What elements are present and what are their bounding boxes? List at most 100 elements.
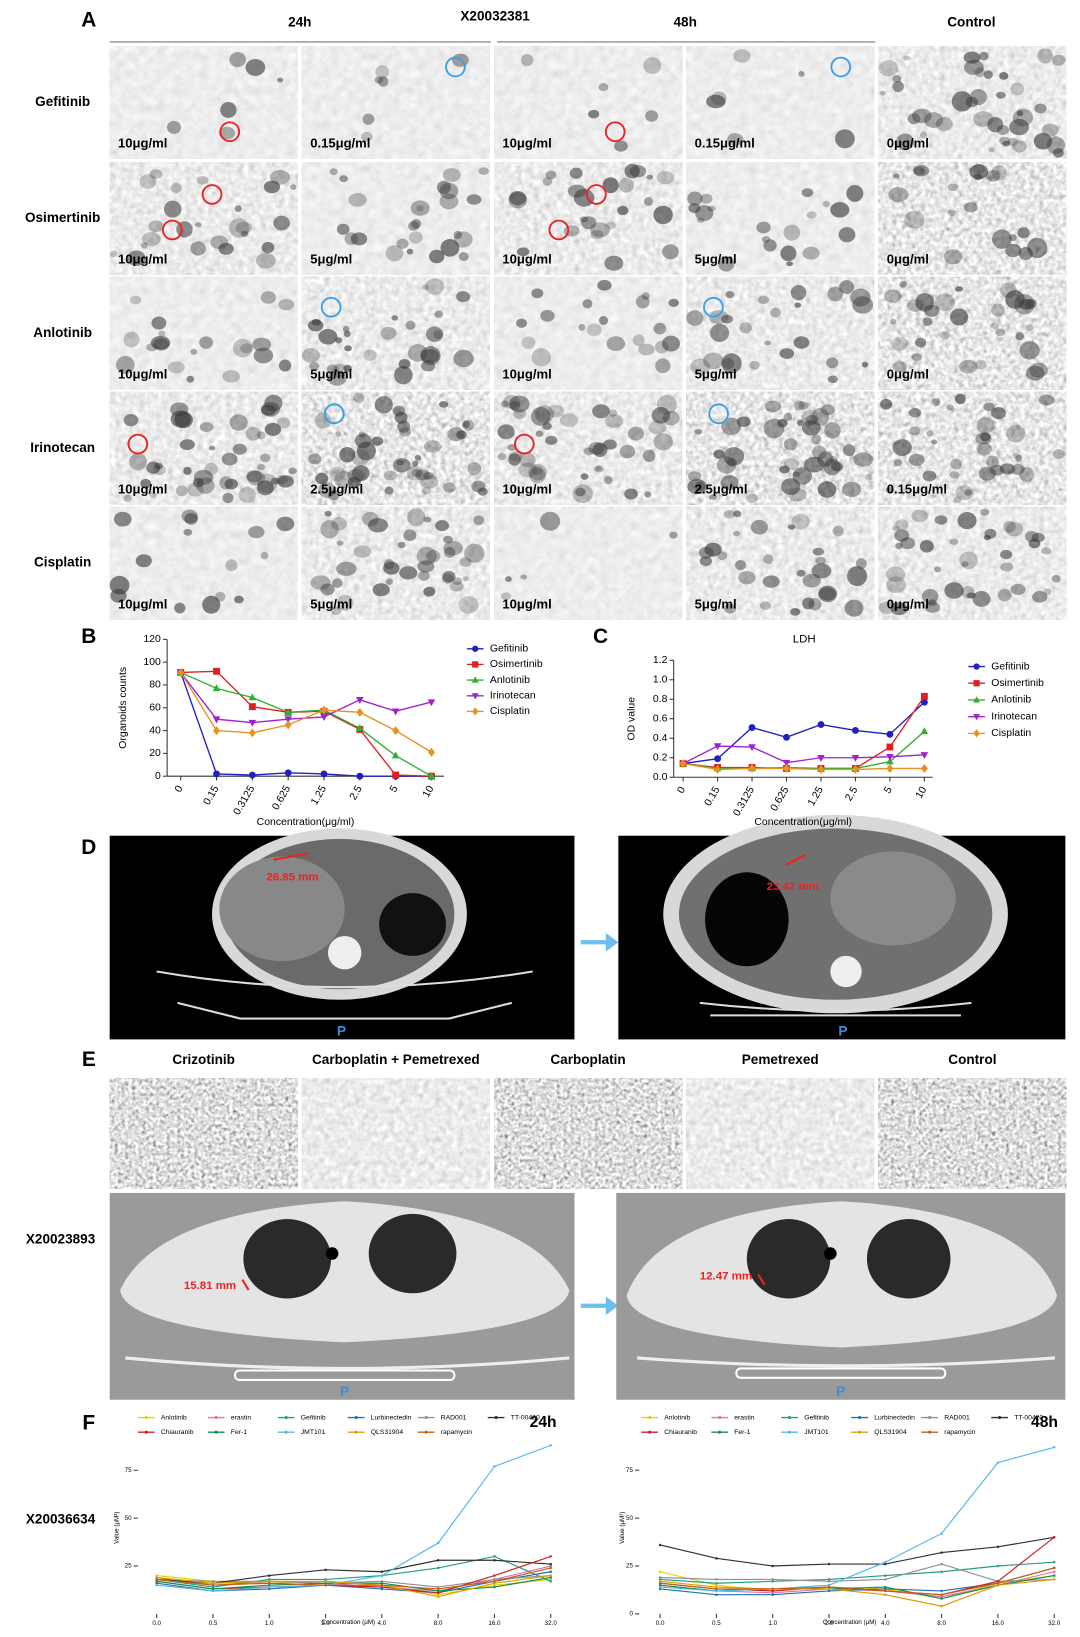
organoid [606, 221, 616, 230]
concentration-label: 2.5μg/ml [310, 481, 363, 496]
point [715, 1578, 718, 1581]
legend-label: erastin [734, 1414, 755, 1421]
micrograph [878, 46, 1067, 159]
organoid [999, 136, 1011, 145]
organoid [924, 112, 944, 128]
legend-label: rapamycin [944, 1429, 975, 1436]
micrograph [494, 46, 683, 159]
organoid [644, 491, 652, 498]
organoid [720, 475, 739, 491]
organoid [892, 361, 907, 373]
organoid [459, 557, 472, 567]
organoid [787, 524, 796, 530]
organoid [521, 53, 534, 67]
ct-spine [830, 955, 862, 988]
point [268, 1587, 271, 1591]
organoid [442, 482, 456, 493]
x-tick-label: 2.5 [348, 784, 365, 802]
organoid [996, 91, 1006, 99]
micrograph [686, 276, 875, 390]
legend-marker [648, 1415, 652, 1420]
organoid [453, 231, 473, 248]
ct-lung [746, 1219, 831, 1299]
organoid [794, 400, 805, 411]
organoid [396, 238, 409, 249]
series-line [180, 671, 432, 777]
organoid [348, 193, 367, 207]
organoid [509, 451, 523, 462]
organoid [531, 466, 543, 476]
chart-title: LDH [793, 633, 816, 645]
organoid [690, 358, 711, 376]
point [155, 1574, 158, 1577]
organoid [277, 475, 294, 488]
organoid [264, 422, 282, 436]
organoid [954, 393, 966, 405]
organoid [425, 326, 444, 342]
organoid [308, 453, 322, 465]
organoid [324, 510, 332, 517]
micrograph-texture [686, 162, 875, 275]
organoid [199, 336, 214, 349]
organoid [608, 409, 618, 418]
organoid [668, 298, 679, 307]
organoid [606, 336, 626, 352]
chart-title: 24h [530, 1414, 557, 1431]
organoid [419, 475, 439, 489]
organoid [228, 218, 250, 238]
marker [886, 730, 894, 738]
organoid [1033, 132, 1053, 150]
measure-line [757, 1273, 766, 1286]
organoid [436, 180, 451, 195]
point [827, 1580, 831, 1583]
point [380, 1581, 384, 1585]
point [715, 1583, 718, 1587]
point [493, 1585, 496, 1589]
organoid [196, 477, 215, 494]
organoid [421, 487, 432, 495]
point [155, 1578, 158, 1581]
organoid [329, 466, 346, 482]
organoid [1051, 574, 1061, 583]
point [380, 1585, 384, 1589]
organoid [820, 404, 835, 416]
organoid [353, 545, 372, 558]
organoid [1038, 394, 1055, 406]
ct-table [735, 1367, 947, 1379]
legend-label: Chiauranib [161, 1429, 194, 1436]
organoid [641, 292, 650, 300]
micrograph-texture [301, 1078, 490, 1189]
y-tick-label: 60 [149, 703, 161, 714]
point [771, 1564, 774, 1568]
legend-marker [648, 1430, 652, 1434]
chart-title: 48h [1031, 1414, 1058, 1431]
organoid [187, 482, 204, 497]
organoid [310, 575, 331, 590]
organoid [442, 168, 461, 182]
organoid [1019, 341, 1040, 360]
organoid [899, 281, 907, 288]
column-header: Carboplatin [550, 1052, 625, 1067]
organoid [687, 471, 702, 482]
organoid [1052, 54, 1066, 66]
series-line [660, 1561, 1055, 1584]
x-tick-label: 0.3125 [732, 785, 758, 818]
organoid [336, 540, 344, 546]
x-tick-label: 16.0 [488, 1620, 501, 1627]
point [1052, 1574, 1056, 1577]
point [1052, 1570, 1056, 1574]
ct-body [626, 1201, 1058, 1348]
point [884, 1585, 887, 1589]
organoid [604, 414, 624, 428]
organoid [241, 230, 249, 237]
series-line [660, 1446, 1055, 1592]
highlight-circle [127, 433, 149, 455]
organoid [391, 315, 399, 321]
organoid [983, 402, 995, 412]
point [493, 1465, 496, 1468]
organoid [955, 286, 964, 292]
organoid [963, 59, 984, 75]
organoid [818, 585, 838, 603]
organoid [1034, 103, 1047, 114]
legend-marker [788, 1430, 792, 1434]
